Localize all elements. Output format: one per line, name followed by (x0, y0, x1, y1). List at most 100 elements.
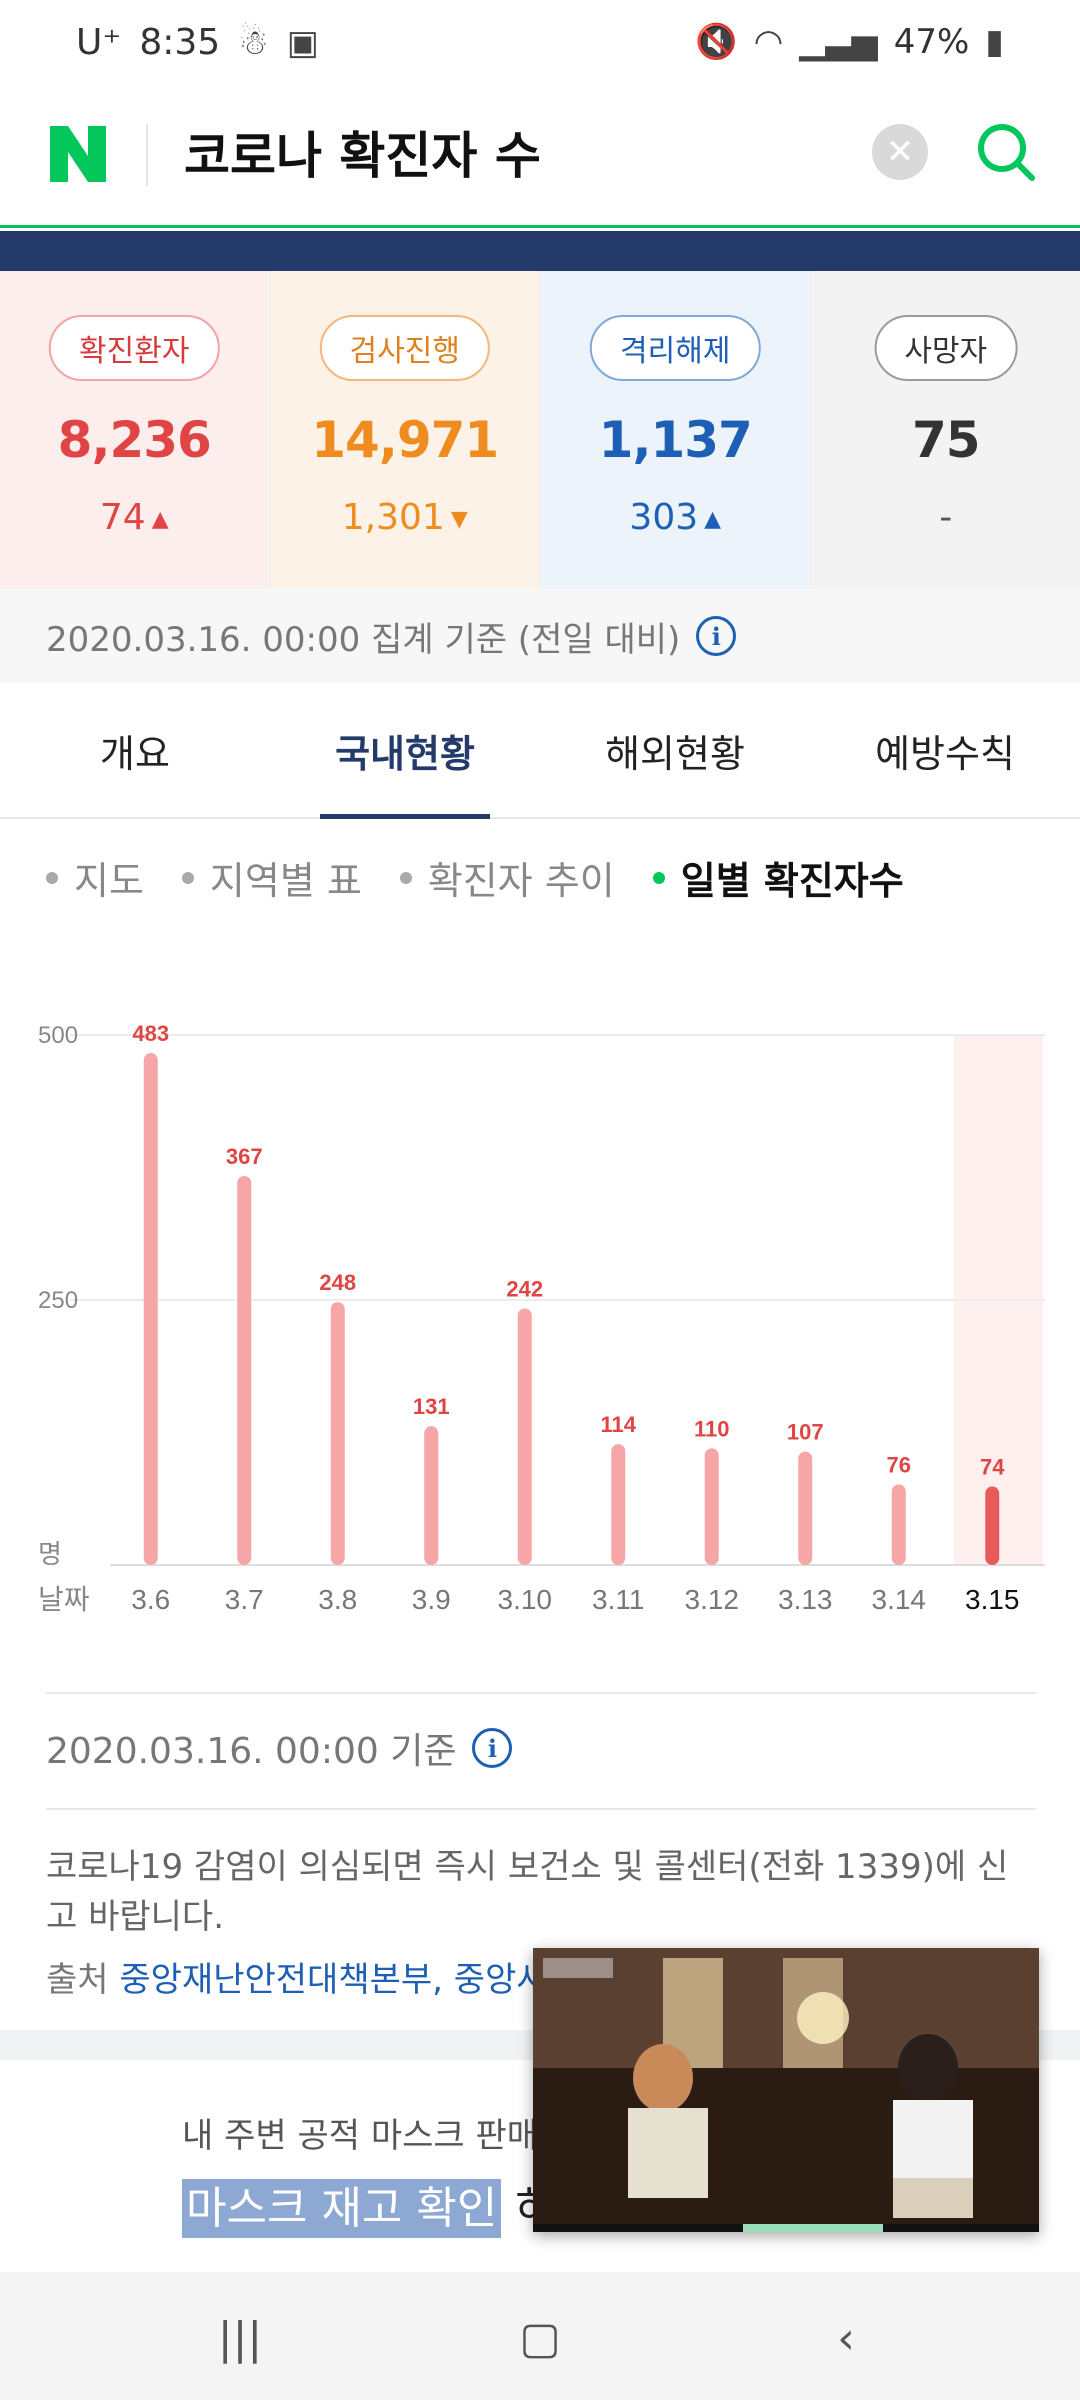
data-label: 131 (413, 1394, 450, 1419)
status-bar-left: U⁺ 8:35 ☃ ▣ (76, 22, 319, 63)
stat-change: 74 ▲ (0, 497, 269, 538)
naver-logo-icon[interactable] (46, 122, 110, 186)
mask-card-title: 마스크 재고 확인 하 (182, 2172, 556, 2238)
carrier-label: U⁺ (76, 22, 122, 63)
system-nav-bar: ||| ▢ ‹ (0, 2272, 1080, 2400)
tab-overview[interactable]: 개요 (100, 731, 170, 776)
subtab-region-table[interactable]: 지역별 표 (181, 850, 362, 905)
data-label: 483 (132, 1021, 169, 1046)
clock: 8:35 (139, 22, 221, 63)
banner-band (0, 231, 1080, 271)
stat-change: - (812, 497, 1080, 538)
bullet-icon (652, 871, 665, 884)
bar (611, 1444, 626, 1565)
divider (46, 1692, 1036, 1694)
bar (798, 1451, 813, 1565)
stat-value: 75 (911, 411, 981, 469)
x-tick-label: 3.10 (498, 1584, 553, 1615)
data-label: 114 (601, 1412, 637, 1437)
bullet-icon (399, 871, 412, 884)
data-label: 107 (787, 1420, 824, 1445)
status-bar-right: 🔇 ◠ ▁▃▅ 47% ▮ (695, 22, 1004, 62)
subtab-label: 확진자 추이 (427, 859, 615, 903)
stat-label: 격리해제 (590, 315, 761, 381)
tab-bar: 개요 국내현황 해외현황 예방수칙 (0, 683, 1080, 819)
signal-icon: ▁▃▅ (799, 22, 878, 62)
stat-testing: 검사진행 14,971 1,301 ▼ (270, 271, 541, 589)
y-tick-label: 250 (38, 1287, 78, 1314)
gallery-icon: ▣ (286, 22, 319, 63)
tab-prevention[interactable]: 예방수칙 (875, 731, 1015, 776)
search-input[interactable]: 코로나 확진자 수 (184, 127, 541, 185)
subtab-label: 일별 확진자수 (680, 859, 904, 903)
search-header: 코로나 확진자 수 ✕ (0, 90, 1080, 228)
home-icon[interactable]: ▢ (519, 2312, 561, 2364)
stats-panel: 확진환자 8,236 74 ▲ 검사진행 14,971 1,301 ▼ 격리해제 1… (0, 271, 1080, 589)
up-arrow-icon: ▲ (151, 506, 169, 532)
data-label: 242 (506, 1276, 543, 1301)
battery-icon: ▮ (985, 22, 1004, 62)
divider (46, 1808, 1036, 1810)
subtab-map[interactable]: 지도 (46, 850, 144, 905)
bullet-icon (181, 871, 194, 884)
clear-button[interactable]: ✕ (872, 124, 928, 180)
subtab-bar: 지도 지역별 표 확진자 추이 일별 확진자수 (46, 850, 904, 905)
source-label: 출처 (46, 1960, 109, 2000)
bar (704, 1448, 719, 1565)
floating-video-player[interactable] (533, 1948, 1039, 2232)
x-tick-label: 3.13 (778, 1584, 833, 1615)
wifi-icon: ◠ (753, 22, 784, 62)
stat-value: 8,236 (57, 411, 212, 469)
notification-icon: ☃ (238, 22, 269, 63)
stat-change: 1,301 ▼ (271, 497, 540, 538)
stat-value: 1,137 (598, 411, 753, 469)
x-tick-label: 3.8 (318, 1584, 357, 1615)
stat-change-value: 74 (99, 497, 146, 538)
video-frame (533, 1948, 1039, 2232)
x-tick-label: 3.9 (412, 1584, 451, 1615)
stat-value: 14,971 (311, 411, 499, 469)
subtab-daily[interactable]: 일별 확진자수 (652, 850, 904, 905)
tab-overseas[interactable]: 해외현황 (605, 731, 745, 776)
data-label: 248 (319, 1270, 356, 1295)
x-tick-label: 3.6 (131, 1584, 170, 1615)
x-tick-label: 3.7 (225, 1584, 264, 1615)
bar (517, 1308, 532, 1565)
data-label: 110 (694, 1416, 730, 1441)
stat-change-value: 1,301 (341, 497, 445, 538)
stat-change-value: - (939, 497, 953, 538)
stat-deaths: 사망자 75 - (811, 271, 1080, 589)
bar (143, 1053, 158, 1565)
y-tick-label: 500 (38, 1022, 78, 1049)
search-icon[interactable] (974, 120, 1038, 184)
stat-released: 격리해제 1,137 303 ▲ (541, 271, 812, 589)
close-icon: ✕ (885, 132, 915, 172)
stat-confirmed: 확진환자 8,236 74 ▲ (0, 271, 271, 589)
info-icon[interactable]: i (696, 616, 737, 656)
x-axis-label: 날짜 (38, 1583, 90, 1616)
tab-domestic[interactable]: 국내현황 (270, 683, 540, 819)
stat-label: 확진환자 (49, 315, 220, 381)
info-icon[interactable]: i (472, 1728, 513, 1768)
y-axis-label: 명 (38, 1540, 62, 1570)
footer-basis: 2020.03.16. 00:00 기준 i (46, 1722, 513, 1774)
subtab-label: 지도 (74, 859, 144, 903)
down-arrow-icon: ▼ (450, 506, 468, 532)
data-label: 76 (887, 1452, 911, 1477)
bar (891, 1484, 906, 1565)
stat-change-value: 303 (629, 497, 699, 538)
x-tick-label: 3.11 (592, 1584, 644, 1615)
battery-percent: 47% (893, 22, 970, 62)
x-tick-label: 3.15 (965, 1584, 1020, 1615)
data-label: 367 (226, 1144, 263, 1169)
stat-change: 303 ▲ (541, 497, 810, 538)
subtab-trend[interactable]: 확진자 추이 (399, 850, 615, 905)
recents-icon[interactable]: ||| (217, 2312, 263, 2364)
bar (237, 1175, 252, 1565)
basis-row: 2020.03.16. 00:00 집계 기준 (전일 대비) i (0, 589, 1080, 683)
back-icon[interactable]: ‹ (837, 2312, 855, 2364)
source-link[interactable]: 중앙재난안전대책본부, 중앙사 (119, 1960, 548, 2000)
basis-text: 2020.03.16. 00:00 집계 기준 (전일 대비) (46, 619, 681, 660)
stat-label: 검사진행 (319, 315, 490, 381)
stat-label: 사망자 (874, 315, 1018, 381)
